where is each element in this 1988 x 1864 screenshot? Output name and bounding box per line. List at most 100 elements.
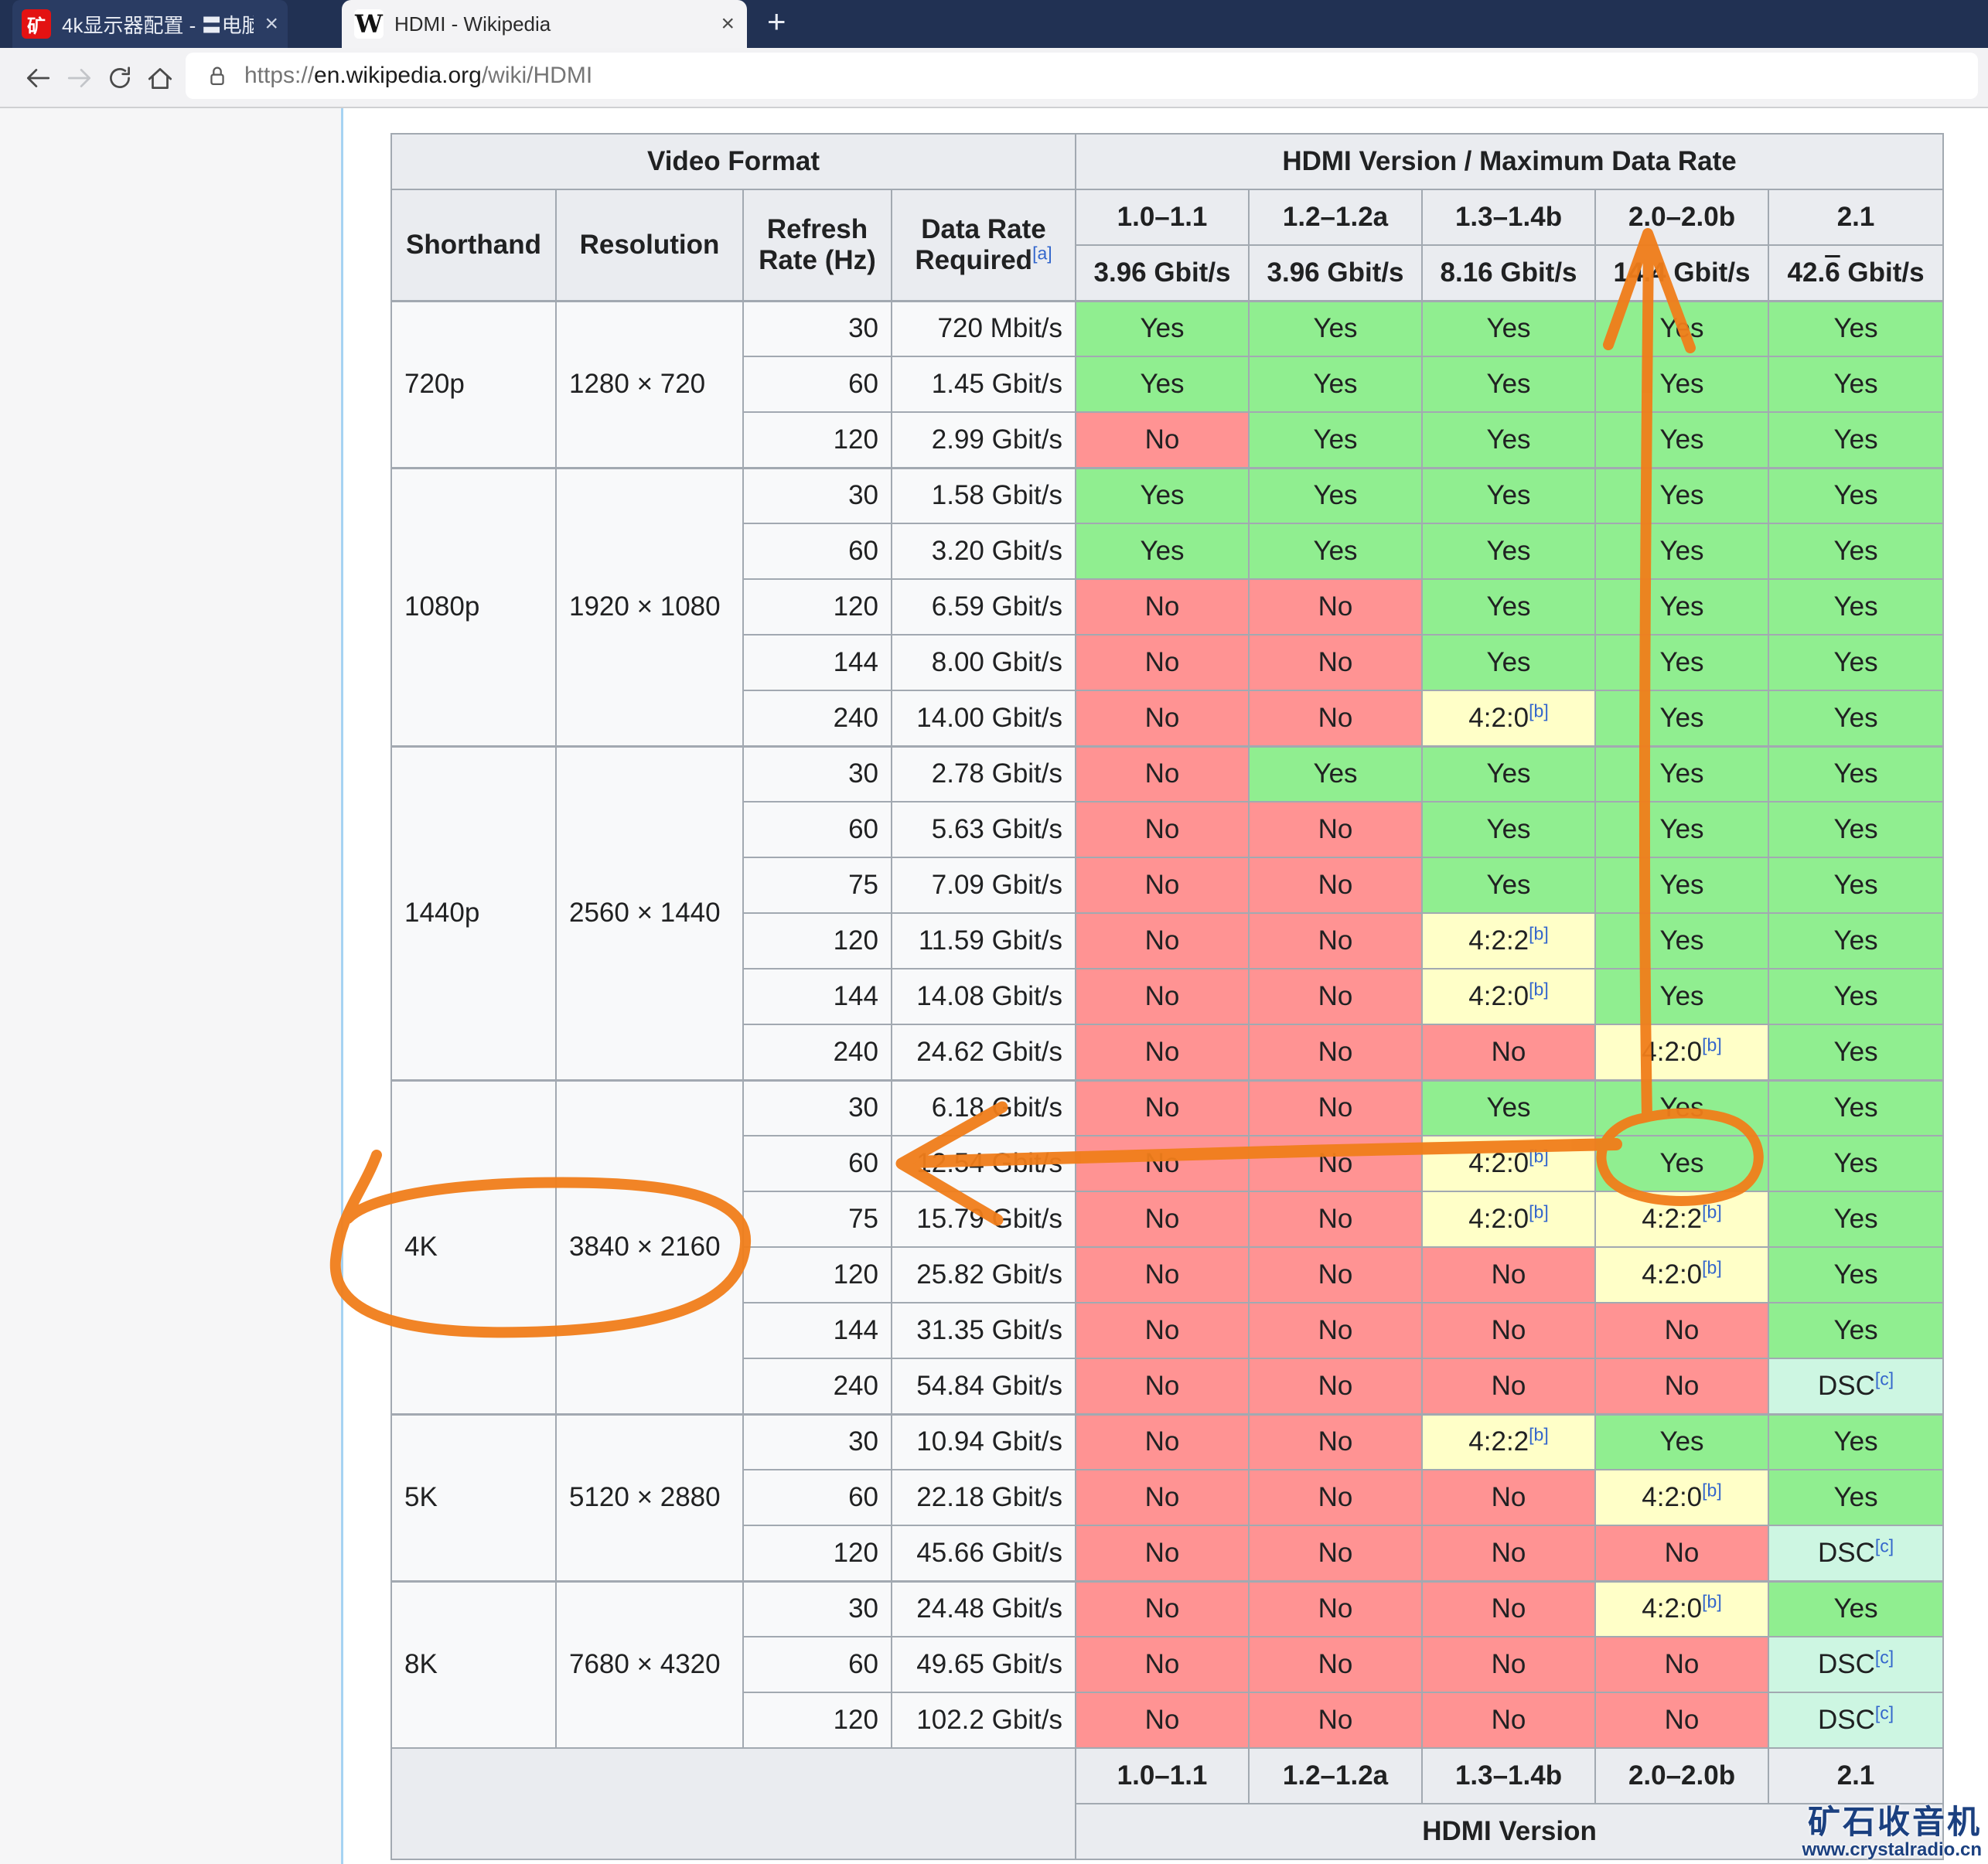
support-cell: No: [1075, 1302, 1250, 1359]
support-cell: Yes: [1421, 857, 1597, 914]
resolution-cell: 1920 × 1080: [555, 466, 744, 747]
footnote-link[interactable]: [b]: [1529, 1201, 1549, 1222]
footnote-link[interactable]: [c]: [1874, 1647, 1894, 1668]
support-cell: No: [1248, 1079, 1424, 1136]
data-rate-cell: 11.59 Gbit/s: [890, 912, 1077, 969]
watermark: 矿石收音机 www.crystalradio.cn: [1802, 1805, 1982, 1861]
data-rate-cell: 2.99 Gbit/s: [890, 411, 1077, 469]
data-rate-cell: 8.00 Gbit/s: [890, 634, 1077, 691]
version-footer-cell: 1.0–1.1: [1075, 1747, 1250, 1804]
support-cell: No: [1421, 1469, 1597, 1526]
table-row: 120 2.99 Gbit/s No Yes Yes Yes Yes: [391, 411, 1945, 469]
support-cell: No: [1075, 690, 1250, 747]
support-cell: Yes: [1768, 1135, 1945, 1192]
max-rate-text: 42.: [1787, 257, 1826, 288]
refresh-icon[interactable]: [105, 63, 135, 93]
footnote-link[interactable]: [b]: [1529, 700, 1549, 721]
support-cell: Yes: [1768, 857, 1945, 914]
support-cell: No: [1421, 1246, 1597, 1303]
support-cell: DSC[c]: [1768, 1636, 1945, 1693]
refresh-rate-cell: 60: [742, 356, 892, 413]
support-cell: Yes: [1594, 1412, 1770, 1470]
data-rate-cell: 45.66 Gbit/s: [890, 1525, 1077, 1582]
footnote-link[interactable]: [b]: [1702, 1034, 1722, 1055]
refresh-rate-cell: 30: [742, 1579, 892, 1637]
refresh-rate-cell: 120: [742, 1525, 892, 1582]
version-footer-cell: 2.0–2.0b: [1594, 1747, 1770, 1804]
support-cell: Yes: [1768, 466, 1945, 524]
tab-hdmi-wikipedia[interactable]: W HDMI - Wikipedia ×: [342, 0, 747, 48]
refresh-rate-cell: 120: [742, 1692, 892, 1749]
lock-icon[interactable]: [204, 63, 230, 89]
data-rate-cell: 24.62 Gbit/s: [890, 1024, 1077, 1081]
refresh-rate-cell: 75: [742, 857, 892, 914]
content-border: [341, 108, 343, 1864]
support-cell: Yes: [1248, 523, 1424, 580]
tab-bar: 矿 4k显示器配置 - 〓电脑与单片机 × W HDMI - Wikipedia…: [0, 0, 1988, 48]
support-cell: No: [1075, 1579, 1250, 1637]
support-cell: DSC[c]: [1768, 1525, 1945, 1582]
support-cell: Yes: [1421, 299, 1597, 357]
support-cell: Yes: [1248, 299, 1424, 357]
footnote-link[interactable]: [b]: [1529, 1146, 1549, 1167]
support-cell: No: [1248, 634, 1424, 691]
tab-crystalradio[interactable]: 矿 4k显示器配置 - 〓电脑与单片机 ×: [12, 0, 288, 48]
version-header-cell: 1.2–1.2a: [1248, 189, 1424, 246]
refresh-rate-cell: 120: [742, 411, 892, 469]
support-cell: No: [1248, 857, 1424, 914]
footnote-link[interactable]: [c]: [1874, 1368, 1894, 1389]
footnote-link[interactable]: [a]: [1032, 243, 1052, 264]
close-tab-icon[interactable]: ×: [721, 11, 735, 36]
close-tab-icon[interactable]: ×: [264, 11, 278, 36]
support-cell: Yes: [1421, 1079, 1597, 1136]
forward-icon[interactable]: [65, 63, 94, 93]
support-cell: Yes: [1594, 466, 1770, 524]
support-cell: No: [1248, 1469, 1424, 1526]
table-row: 240 14.00 Gbit/s No No 4:2:0[b] Yes Yes: [391, 690, 1945, 747]
support-cell: Yes: [1768, 968, 1945, 1025]
hdmi-version-header: HDMI Version / Maximum Data Rate: [1075, 133, 1945, 190]
support-cell: No: [1075, 411, 1250, 469]
data-rate-cell: 31.35 Gbit/s: [890, 1302, 1077, 1359]
support-cell: DSC[c]: [1768, 1692, 1945, 1749]
support-cell: No: [1248, 1525, 1424, 1582]
footnote-link[interactable]: [c]: [1874, 1535, 1894, 1556]
table-row: 75 7.09 Gbit/s No No Yes Yes Yes: [391, 857, 1945, 914]
new-tab-button[interactable]: +: [767, 3, 786, 39]
resolution-cell: 3840 × 2160: [555, 1079, 744, 1415]
support-cell: No: [1075, 1135, 1250, 1192]
footnote-link[interactable]: [b]: [1702, 1591, 1722, 1612]
footnote-link[interactable]: [c]: [1874, 1702, 1894, 1723]
refresh-rate-cell: 60: [742, 1135, 892, 1192]
table-row: 240 54.84 Gbit/s No No No No DSC[c]: [391, 1358, 1945, 1415]
support-cell: Yes: [1248, 466, 1424, 524]
max-rate-text: 14.4 Gbit/s: [1613, 257, 1751, 288]
support-cell: Yes: [1768, 299, 1945, 357]
address-bar[interactable]: https://en.wikipedia.org/wiki/HDMI: [186, 53, 1978, 99]
support-cell: No: [1075, 1079, 1250, 1136]
data-rate-cell: 1.45 Gbit/s: [890, 356, 1077, 413]
footnote-link[interactable]: [b]: [1702, 1201, 1722, 1222]
shorthand-cell: 4K: [390, 1079, 557, 1415]
shorthand-cell: 8K: [390, 1579, 557, 1749]
footnote-link[interactable]: [b]: [1702, 1480, 1722, 1501]
back-icon[interactable]: [23, 63, 53, 93]
support-cell: No: [1075, 912, 1250, 969]
footer-empty-cell: [390, 1747, 1077, 1860]
support-cell: 4:2:0[b]: [1421, 1135, 1597, 1192]
table-footer-version-row: 1.0–1.1 1.2–1.2a 1.3–1.4b 2.0–2.0b 2.1: [390, 1747, 1945, 1860]
support-cell: No: [1075, 801, 1250, 858]
footnote-link[interactable]: [b]: [1702, 1257, 1722, 1278]
support-cell: No: [1248, 1302, 1424, 1359]
support-cell: Yes: [1768, 1412, 1945, 1470]
max-rate-header-cell: 3.96 Gbit/s: [1075, 244, 1250, 302]
data-rate-cell: 49.65 Gbit/s: [890, 1636, 1077, 1693]
footnote-link[interactable]: [b]: [1529, 923, 1549, 944]
data-rate-cell: 720 Mbit/s: [890, 299, 1077, 357]
footnote-link[interactable]: [b]: [1529, 1424, 1549, 1445]
home-icon[interactable]: [145, 63, 175, 93]
data-rate-cell: 15.79 Gbit/s: [890, 1191, 1077, 1248]
footnote-link[interactable]: [b]: [1529, 979, 1549, 1000]
support-cell: No: [1421, 1692, 1597, 1749]
